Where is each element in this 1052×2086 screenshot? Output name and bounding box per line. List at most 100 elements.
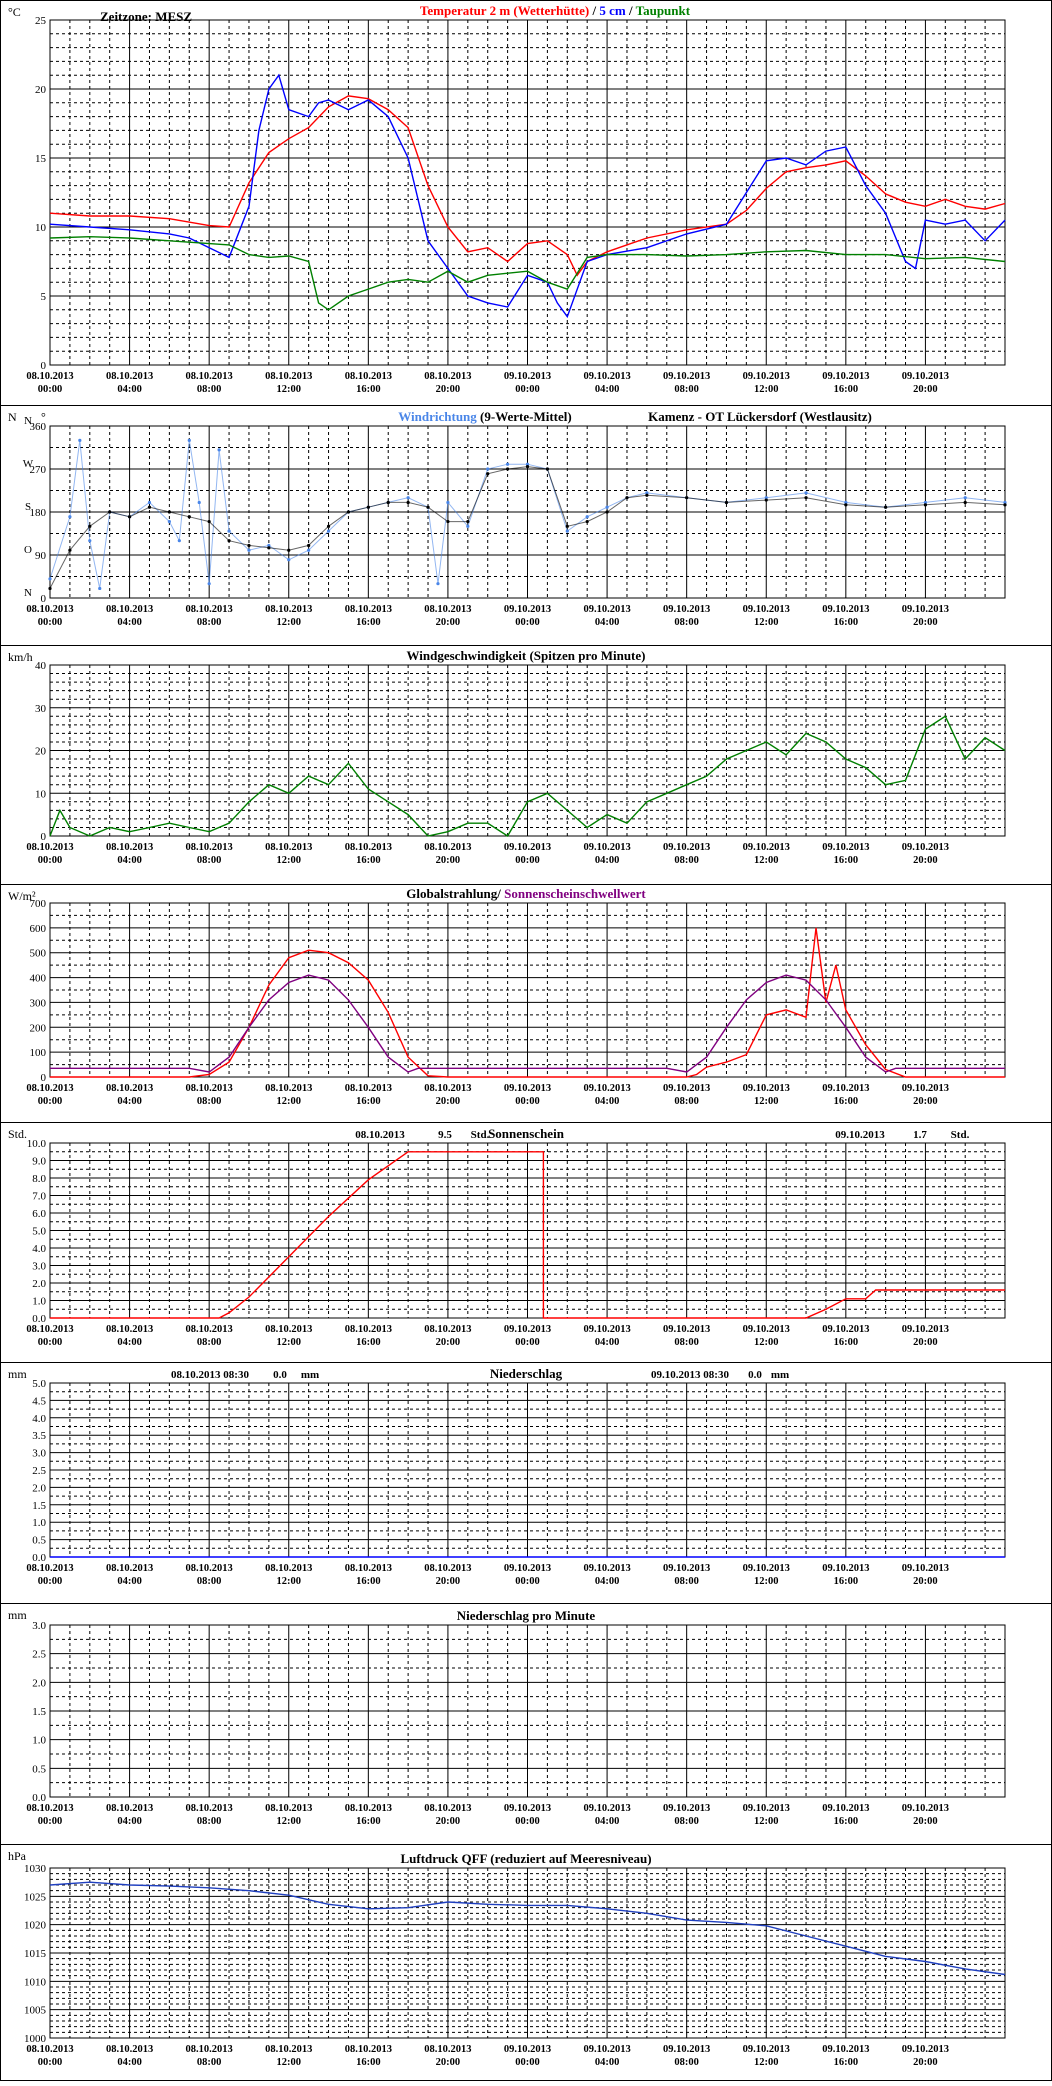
x-tick-time: 04:00 — [117, 384, 142, 395]
series-line-2 — [50, 974, 1005, 1073]
y-tick-label: 0.0 — [32, 1792, 46, 1804]
x-tick-time: 08:00 — [674, 1816, 699, 1827]
x-tick-time: 04:00 — [117, 1816, 142, 1827]
y-tick-label: 20 — [35, 746, 47, 758]
x-tick-date: 08.10.2013 — [26, 371, 73, 382]
x-tick-date: 09.10.2013 — [743, 604, 790, 615]
chart-panel-1: 0 5 10 15 20 25 °C Zeitzone: MESZ Temperatur 2 m… — [8, 3, 1006, 395]
x-tick-date: 09.10.2013 — [902, 1563, 949, 1574]
x-tick-time: 08:00 — [197, 2057, 222, 2068]
x-tick-date: 08.10.2013 — [106, 1324, 153, 1335]
series-line-1 — [49, 95, 1006, 277]
y-tick-label: 300 — [30, 997, 47, 1009]
direction-letter: O — [24, 544, 32, 556]
x-tick-date: 08.10.2013 — [345, 1563, 392, 1574]
x-tick-time: 16:00 — [834, 1816, 859, 1827]
x-tick-date: 08.10.2013 — [26, 604, 73, 615]
x-tick-time: 00:00 — [38, 2057, 63, 2068]
chart-title: Niederschlag pro Minute — [457, 1608, 596, 1623]
x-tick-time: 12:00 — [754, 855, 779, 866]
x-tick-time: 20:00 — [436, 1576, 461, 1587]
x-tick-time: 12:00 — [277, 617, 302, 628]
unit-label: Std. — [8, 1127, 27, 1141]
chart-title: Windrichtung (9-Werte-Mittel) — [398, 409, 571, 424]
direction-letter: W — [23, 458, 34, 470]
annotation-unit: mm — [771, 1369, 789, 1381]
y-tick-label: 3.0 — [32, 1620, 46, 1632]
y-tick-label: 1.0 — [32, 1517, 46, 1529]
x-tick-date: 08.10.2013 — [106, 842, 153, 853]
x-tick-date: 09.10.2013 — [583, 604, 630, 615]
x-tick-date: 09.10.2013 — [583, 1803, 630, 1814]
y-tick-label: 1015 — [24, 1948, 47, 1960]
x-tick-time: 20:00 — [436, 855, 461, 866]
x-tick-time: 20:00 — [913, 1337, 938, 1348]
x-tick-time: 12:00 — [754, 1816, 779, 1827]
title-part: (9-Werte-Mittel) — [477, 409, 572, 424]
annotation-date: 09.10.2013 08:30 — [651, 1369, 729, 1381]
series-line-1 — [49, 715, 1006, 837]
direction-letter: N — [24, 415, 32, 427]
unit-label: mm — [8, 1367, 27, 1381]
x-tick-time: 08:00 — [674, 855, 699, 866]
annotation-unit: Std. — [471, 1129, 490, 1141]
x-tick-date: 09.10.2013 — [663, 2044, 710, 2055]
y-tick-label: 3.0 — [32, 1448, 46, 1460]
y-tick-label: 10 — [35, 788, 47, 800]
x-tick-time: 12:00 — [754, 1576, 779, 1587]
x-tick-date: 08.10.2013 — [106, 371, 153, 382]
y-tick-label: 0 — [41, 831, 47, 843]
x-tick-time: 12:00 — [277, 2057, 302, 2068]
y-tick-label: 1.5 — [32, 1500, 46, 1512]
series-line-1 — [50, 1151, 1005, 1319]
x-tick-date: 08.10.2013 — [26, 1324, 73, 1335]
y-tick-label: 9.0 — [32, 1156, 46, 1168]
x-tick-date: 08.10.2013 — [186, 842, 233, 853]
x-tick-time: 04:00 — [595, 855, 620, 866]
x-tick-time: 04:00 — [595, 1816, 620, 1827]
x-tick-time: 00:00 — [38, 1576, 63, 1587]
x-tick-date: 08.10.2013 — [26, 1803, 73, 1814]
x-tick-date: 09.10.2013 — [743, 1803, 790, 1814]
title-part: Windgeschwindigkeit (Spitzen pro Minute) — [407, 648, 646, 663]
x-tick-time: 08:00 — [197, 1576, 222, 1587]
y-tick-label: 0 — [41, 1072, 47, 1084]
x-tick-time: 16:00 — [834, 384, 859, 395]
x-tick-date: 09.10.2013 — [743, 1083, 790, 1094]
x-tick-time: 20:00 — [436, 384, 461, 395]
x-tick-date: 08.10.2013 — [106, 1563, 153, 1574]
x-tick-date: 09.10.2013 — [743, 371, 790, 382]
x-tick-date: 08.10.2013 — [424, 1803, 471, 1814]
x-tick-time: 20:00 — [436, 1816, 461, 1827]
x-tick-date: 09.10.2013 — [583, 2044, 630, 2055]
y-tick-label: 0.0 — [32, 1313, 46, 1325]
x-tick-date: 08.10.2013 — [186, 604, 233, 615]
y-tick-label: 5.0 — [32, 1378, 46, 1390]
x-tick-date: 09.10.2013 — [663, 1324, 710, 1335]
x-tick-time: 08:00 — [674, 1337, 699, 1348]
x-tick-date: 08.10.2013 — [345, 842, 392, 853]
chart-panel-6: 0.0 0.5 1.0 1.5 2.0 2.5 3.0 3.5 4.0 4.5 5.0 mm Niede… — [0, 1362, 1052, 1587]
x-tick-time: 16:00 — [834, 617, 859, 628]
x-tick-time: 16:00 — [356, 617, 381, 628]
x-tick-time: 04:00 — [595, 617, 620, 628]
x-tick-time: 20:00 — [913, 384, 938, 395]
x-tick-date: 09.10.2013 — [663, 1083, 710, 1094]
x-tick-time: 16:00 — [834, 1337, 859, 1348]
title-part: Sonnenschein — [488, 1126, 565, 1141]
x-tick-date: 09.10.2013 — [822, 1563, 869, 1574]
unit-label: W/m² — [8, 889, 36, 903]
x-tick-time: 20:00 — [913, 1096, 938, 1107]
x-tick-time: 16:00 — [356, 1576, 381, 1587]
series-line-1 — [49, 1881, 1006, 1976]
x-tick-time: 08:00 — [197, 1096, 222, 1107]
x-tick-time: 04:00 — [117, 1576, 142, 1587]
x-tick-time: 00:00 — [38, 617, 63, 628]
x-tick-date: 09.10.2013 — [504, 604, 551, 615]
title-part: Niederschlag pro Minute — [457, 1608, 596, 1623]
x-tick-date: 08.10.2013 — [345, 604, 392, 615]
y-tick-label: 10 — [35, 222, 47, 234]
